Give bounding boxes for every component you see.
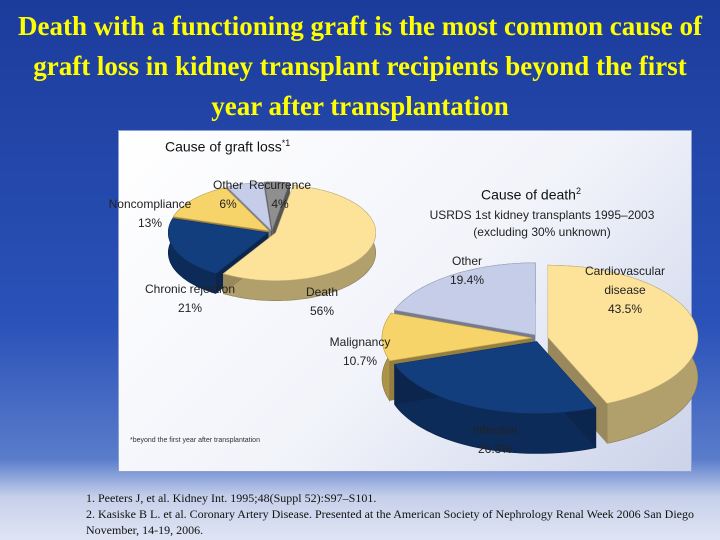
slice-value: 21%	[177, 301, 203, 315]
slice-category: Noncompliance	[108, 197, 192, 211]
pie-title-marker: *1	[281, 138, 291, 148]
pie-title: Cause of graft loss*1	[165, 138, 290, 155]
pie-subtitle: USRDS 1st kidney transplants 1995–2003 (…	[429, 208, 655, 239]
slice-label: Recurrence 4%	[249, 176, 311, 214]
pie-title-marker: 2	[575, 186, 581, 196]
slide-title: Death with a functioning graft is the mo…	[18, 11, 702, 121]
slice-value: 6%	[219, 197, 237, 211]
slice-value: 43.5%	[607, 302, 643, 316]
slice-category: Chronic rejection	[144, 282, 236, 296]
slice-category: Death	[305, 285, 339, 299]
slice	[222, 185, 376, 281]
slice-category: Malignancy	[329, 335, 391, 349]
slice-label: Noncompliance 13%	[109, 195, 192, 233]
slice-value: 56%	[309, 304, 335, 318]
slice	[172, 187, 270, 232]
slice-value: 26.3%	[477, 442, 513, 456]
footnote: *beyond the first year after transplanta…	[130, 437, 260, 444]
slice	[168, 218, 270, 274]
slice-category: Other	[212, 178, 244, 192]
slice-category: Other	[451, 254, 482, 268]
pie-title-text: Cause of graft loss	[165, 138, 282, 155]
slice-label: Death 56%	[306, 283, 338, 321]
reference: 1. Peeters J, et al. Kidney Int. 1995;48…	[86, 491, 377, 505]
slice-category: Cardiovascular disease	[584, 264, 666, 297]
slice-category: Infection	[472, 423, 518, 437]
slice-label: Other 19.4%	[450, 252, 484, 290]
slice	[393, 341, 597, 414]
slice-label: Infection 26.3%	[472, 421, 517, 459]
slice	[264, 181, 291, 232]
slice-label: Malignancy 10.7%	[330, 333, 391, 371]
slice-label: Other 6%	[213, 176, 243, 214]
slice-value: 4%	[271, 197, 289, 211]
references: 1. Peeters J, et al. Kidney Int. 1995;48…	[86, 490, 696, 538]
slice	[393, 262, 536, 336]
slice-label: Cardiovascular disease 43.5%	[578, 262, 673, 319]
pie-title: Cause of death2	[481, 186, 581, 203]
slice	[226, 181, 272, 231]
reference: 2. Kasiske B L. et al. Coronary Artery D…	[86, 507, 694, 537]
slice	[381, 312, 533, 362]
pie-title-text: Cause of death	[481, 186, 576, 203]
slice-label: Chronic rejection 21%	[145, 280, 235, 318]
slice-value: 10.7%	[342, 354, 378, 368]
slice-value: 13%	[137, 216, 163, 230]
slice	[547, 264, 699, 404]
slice-value: 19.4%	[449, 273, 485, 287]
slice-category: Recurrence	[248, 178, 312, 192]
